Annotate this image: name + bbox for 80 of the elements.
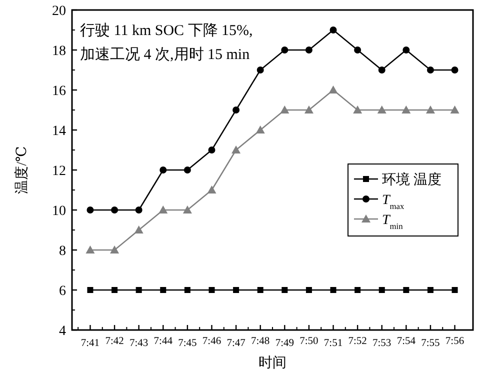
x-tick-label: 7:48 xyxy=(251,336,270,347)
y-tick-label: 18 xyxy=(52,44,66,59)
x-tick-label: 7:56 xyxy=(445,336,464,347)
point xyxy=(111,206,118,214)
point xyxy=(134,226,144,234)
point xyxy=(304,106,314,114)
point xyxy=(184,287,190,293)
point xyxy=(282,287,288,293)
x-tick-label: 7:47 xyxy=(226,338,246,349)
point xyxy=(451,66,458,74)
x-tick-label: 7:43 xyxy=(129,338,148,349)
point xyxy=(403,287,410,293)
point xyxy=(330,287,336,293)
y-tick-label: 14 xyxy=(52,124,66,139)
x-tick-label: 7:42 xyxy=(105,336,124,347)
y-tick-label: 16 xyxy=(52,84,66,99)
point xyxy=(452,287,458,293)
x-tick-label: 7:41 xyxy=(80,338,100,349)
y-axis-title: 温度/℃ xyxy=(14,146,30,194)
x-tick-label: 7:45 xyxy=(178,338,197,349)
point xyxy=(135,206,142,214)
point xyxy=(207,186,216,194)
point xyxy=(378,66,386,74)
point xyxy=(182,206,192,214)
x-axis-title: 时间 xyxy=(258,355,286,371)
y-tick-label: 6 xyxy=(59,284,66,299)
point xyxy=(281,46,288,54)
point xyxy=(86,246,95,254)
point xyxy=(257,287,264,293)
point xyxy=(160,287,166,293)
point xyxy=(110,246,120,254)
point xyxy=(208,146,216,154)
x-tick-label: 7:51 xyxy=(324,338,343,349)
x-tick-label: 7:49 xyxy=(275,338,294,349)
point xyxy=(184,166,191,174)
point xyxy=(87,287,94,293)
point xyxy=(354,46,362,54)
point xyxy=(232,146,241,154)
point xyxy=(305,46,312,54)
y-tick-label: 4 xyxy=(59,324,66,339)
point xyxy=(160,166,167,174)
point xyxy=(158,206,168,214)
point xyxy=(354,287,361,293)
point xyxy=(353,106,362,114)
point xyxy=(378,287,385,293)
y-tick-label: 10 xyxy=(52,204,66,219)
point xyxy=(232,106,240,114)
point xyxy=(256,126,265,134)
legend-label: 环境 温度 xyxy=(382,172,442,188)
x-tick-label: 7:50 xyxy=(300,336,318,347)
x-tick-label: 7:46 xyxy=(202,336,222,347)
point xyxy=(256,66,264,74)
x-tick-label: 7:53 xyxy=(372,338,392,349)
point xyxy=(136,287,142,293)
point xyxy=(426,106,435,114)
point xyxy=(402,46,410,54)
point xyxy=(330,26,337,34)
point xyxy=(377,106,386,114)
point xyxy=(426,66,434,74)
legend-label: T$_{min}$ xyxy=(382,213,404,230)
y-tick-label: 20 xyxy=(52,4,66,19)
point xyxy=(328,86,338,94)
annotation: 加速工况 4 次,用时 15 min xyxy=(80,46,250,63)
point xyxy=(450,106,460,114)
x-tick-label: 7:44 xyxy=(154,336,174,347)
legend-label: T$_{max}$ xyxy=(382,193,406,210)
point xyxy=(233,287,240,293)
x-tick-label: 7:55 xyxy=(421,338,440,349)
y-tick-label: 8 xyxy=(59,244,66,259)
y-tick-label: 12 xyxy=(52,164,66,179)
x-tick-label: 7:54 xyxy=(396,336,416,347)
x-tick-label: 7:52 xyxy=(348,336,367,347)
point xyxy=(427,287,434,293)
annotation: 行驶 11 km SOC 下降 15%, xyxy=(80,22,253,39)
point xyxy=(112,287,118,293)
point xyxy=(208,287,215,293)
point xyxy=(306,287,312,293)
point xyxy=(280,106,290,114)
point xyxy=(402,106,411,114)
point xyxy=(86,206,94,214)
